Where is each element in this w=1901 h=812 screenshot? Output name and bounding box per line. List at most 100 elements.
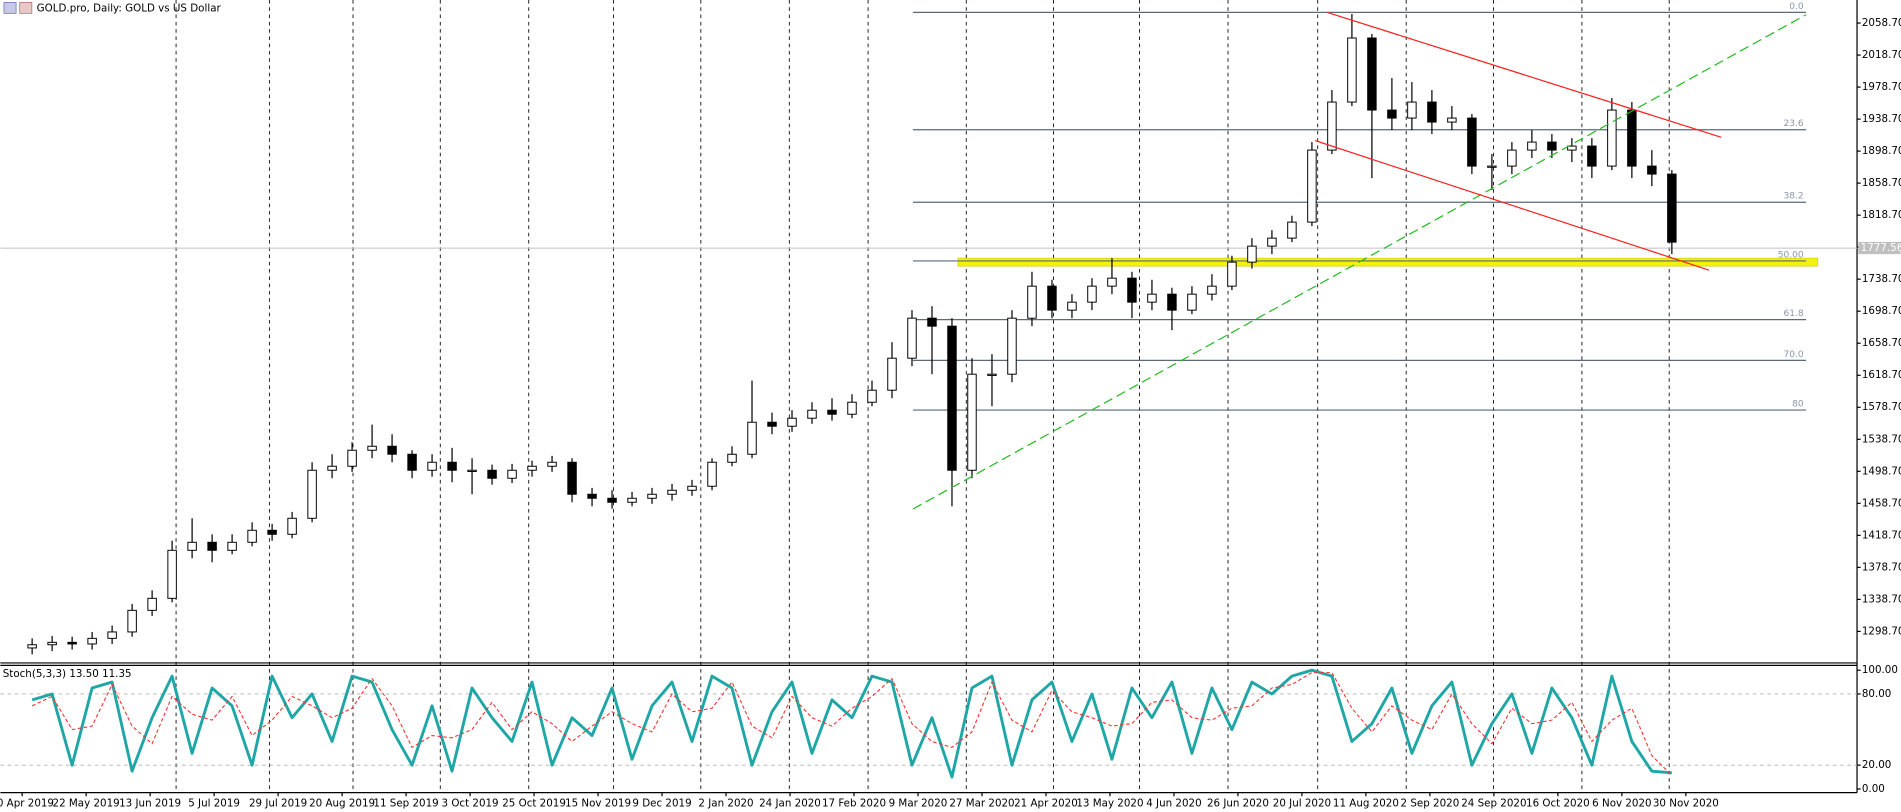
candle-body: [887, 357, 897, 391]
candle-body: [227, 541, 237, 551]
candle-body: [1507, 149, 1517, 167]
trendline: [912, 14, 1807, 510]
y-tick-label: 1498.70: [1862, 465, 1901, 477]
y-tick-label: 1418.70: [1862, 529, 1901, 541]
candle-body: [1547, 141, 1557, 151]
candle-body: [27, 644, 37, 649]
candle-body: [1167, 293, 1177, 311]
x-tick-label: 3 Oct 2019: [442, 798, 499, 810]
candle-body: [567, 461, 577, 495]
candle-body: [267, 529, 277, 535]
last-price-label: 1777.56: [1861, 242, 1901, 254]
candle-body: [1567, 145, 1577, 151]
y-tick-label: 2018.70: [1862, 49, 1901, 61]
x-tick-label: 9 Dec 2019: [632, 798, 691, 810]
x-tick-label: 4 Jun 2020: [1146, 798, 1201, 810]
candle-body: [1227, 261, 1237, 287]
candle-body: [307, 469, 317, 519]
candle-body: [947, 325, 957, 471]
x-tick-label: 26 Jun 2020: [1207, 798, 1269, 810]
y-tick-label: 1298.70: [1862, 625, 1901, 637]
candle-body: [747, 421, 757, 455]
x-tick-label: 13 Jun 2019: [119, 798, 181, 810]
x-tick-label: 17 Feb 2020: [822, 798, 886, 810]
x-tick-label: 2 Sep 2020: [1401, 798, 1460, 810]
candle-body: [1007, 317, 1017, 375]
x-tick-label: 2 Jan 2020: [698, 798, 753, 810]
y-tick-label: 1898.70: [1862, 145, 1901, 157]
candle-body: [1447, 117, 1457, 123]
candle-body: [1427, 101, 1437, 123]
candle-body: [647, 493, 657, 499]
candle-body: [1467, 117, 1477, 167]
x-tick-label: 29 Jul 2019: [249, 798, 307, 810]
y-tick-label: 1538.70: [1862, 433, 1901, 445]
candle-body: [967, 373, 977, 471]
candle-body: [527, 465, 537, 471]
y-tick-label: 1738.70: [1862, 273, 1901, 285]
window-icon: [3, 2, 17, 14]
y-tick-label: 2058.70: [1862, 17, 1901, 29]
y-tick-label: 1858.70: [1862, 177, 1901, 189]
candle-body: [587, 493, 597, 499]
candle-body: [1667, 173, 1677, 243]
x-tick-label: 5 Jul 2019: [188, 798, 240, 810]
candle-body: [1307, 149, 1317, 223]
x-tick-label: 6 Nov 2020: [1592, 798, 1651, 810]
support-zone: [957, 257, 1819, 267]
candle-body: [47, 641, 57, 646]
candle-body: [727, 453, 737, 463]
candle-body: [207, 541, 217, 551]
candle-body: [1327, 101, 1337, 151]
candle-body: [987, 373, 997, 376]
x-tick-label: 30 Nov 2020: [1653, 798, 1719, 810]
candle-body: [867, 389, 877, 403]
x-tick-label: 11 Sep 2019: [373, 798, 438, 810]
candle-body: [667, 489, 677, 495]
indicator-label: Stoch(5,3,3) 13.50 11.35: [3, 668, 132, 680]
indicator-line: [31, 672, 1673, 776]
x-tick-label: 13 May 2020: [1076, 798, 1143, 810]
x-tick-label: 27 Mar 2020: [949, 798, 1014, 810]
candle-body: [1527, 141, 1537, 151]
trendline: [1315, 140, 1710, 271]
candle-body: [807, 409, 817, 419]
x-tick-label: 30 Apr 2019: [0, 798, 54, 810]
period-separators: [175, 0, 1670, 793]
candle-body: [1387, 109, 1397, 119]
candle-body: [87, 637, 97, 645]
x-tick-label: 15 Nov 2019: [565, 798, 631, 810]
candle-body: [827, 409, 837, 415]
last-price-box: [1858, 242, 1901, 255]
x-tick-label: 16 Oct 2020: [1526, 798, 1590, 810]
y-tick-label: 1378.70: [1862, 561, 1901, 573]
x-tick-label: 22 May 2019: [53, 798, 120, 810]
fib-label: 61.8: [1783, 309, 1803, 319]
candle-body: [607, 497, 617, 503]
y-tick-label: 1658.70: [1862, 337, 1901, 349]
candle-body: [1407, 101, 1417, 119]
fib-label: 70.0: [1783, 350, 1803, 360]
candle-body: [907, 317, 917, 359]
candle-body: [147, 597, 157, 611]
candle-body: [1647, 165, 1657, 175]
candle-body: [547, 461, 557, 467]
candle-body: [367, 445, 377, 451]
candle-body: [127, 609, 137, 633]
fib-label: 23.6: [1783, 119, 1803, 129]
indicator-y-tick-label: 100.00: [1862, 664, 1898, 676]
candle-body: [1107, 277, 1117, 287]
candle-body: [627, 497, 637, 503]
candle-body: [1267, 237, 1277, 247]
candle-body: [1627, 109, 1637, 167]
candle-body: [187, 541, 197, 551]
candle-body: [287, 517, 297, 535]
candle-body: [767, 421, 777, 427]
y-tick-label: 1818.70: [1862, 209, 1901, 221]
candle-body: [787, 417, 797, 427]
candle-body: [387, 445, 397, 455]
symbol-icon: [19, 2, 33, 14]
candle-body: [347, 449, 357, 467]
chart-title: GOLD.pro, Daily: GOLD vs US Dollar: [37, 2, 222, 14]
